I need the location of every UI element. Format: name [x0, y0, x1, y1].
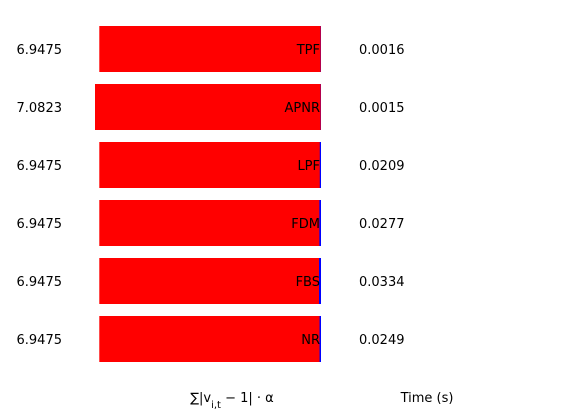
- time-label: 0.0209: [359, 159, 405, 174]
- category-label: LPF: [297, 159, 320, 174]
- time-bar-fdm: [319, 200, 321, 246]
- value-label: 6.9475: [17, 159, 63, 174]
- value-label: 6.9475: [17, 275, 63, 290]
- category-label: FBS: [296, 275, 320, 290]
- value-label: 7.0823: [17, 101, 63, 116]
- bar-fdm: [99, 200, 321, 246]
- category-label: NR: [301, 333, 320, 348]
- value-label: 6.9475: [17, 333, 63, 348]
- labels-group: 6.9475 TPF 0.0016 7.0823 APNR 0.0015 6.9475 LPF…: [17, 43, 405, 348]
- time-label: 0.0015: [359, 101, 405, 116]
- bar-lpf: [99, 142, 321, 188]
- time-label: 0.0016: [359, 43, 405, 58]
- time-bar-fbs: [319, 258, 321, 304]
- bar-apnr: [95, 84, 321, 130]
- bar-fbs: [99, 258, 321, 304]
- bar-tpf: [99, 26, 321, 72]
- time-label: 0.0249: [359, 333, 405, 348]
- time-label: 0.0334: [359, 275, 405, 290]
- time-bar-nr: [319, 316, 321, 362]
- bar-nr: [99, 316, 321, 362]
- category-label: FDM: [291, 217, 320, 232]
- time-axis-label: Time (s): [400, 391, 454, 406]
- time-label: 0.0277: [359, 217, 405, 232]
- value-label: 6.9475: [17, 43, 63, 58]
- x-axis-label: ∑|vi,t − 1| · α: [190, 391, 274, 411]
- time-bar-lpf: [319, 142, 321, 188]
- category-label: APNR: [285, 101, 321, 116]
- value-label: 6.9475: [17, 217, 63, 232]
- category-label: TPF: [296, 43, 320, 58]
- bars-group: [95, 26, 321, 362]
